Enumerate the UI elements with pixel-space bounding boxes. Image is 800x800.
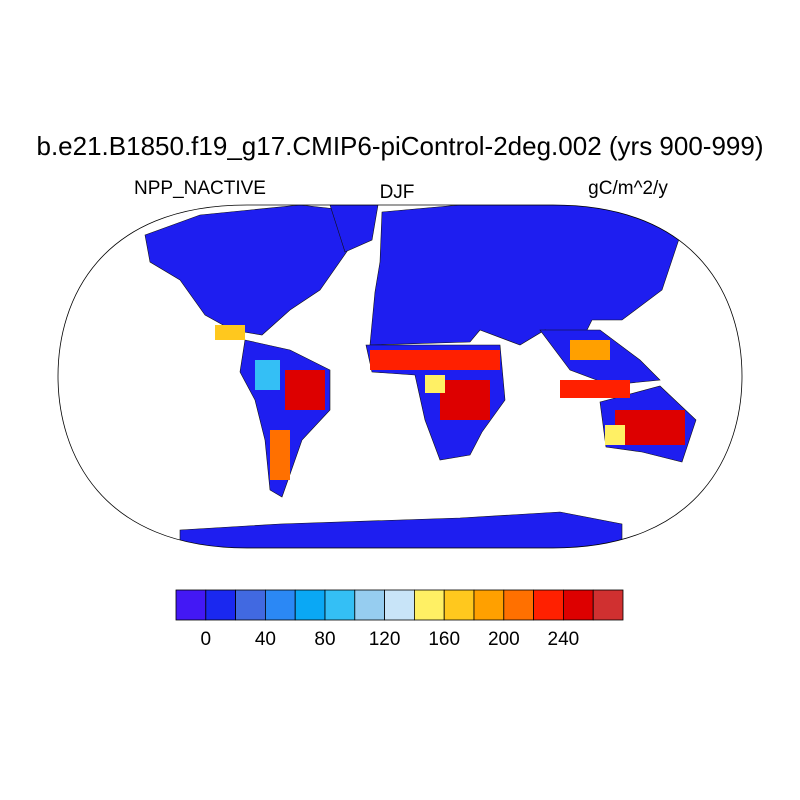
center-label: DJF [380,182,415,203]
title: b.e21.B1850.f19_g17.CMIP6-piControl-2deg… [36,131,763,161]
left-label: NPP_NACTIVE [134,178,266,199]
colorbar: 0 40 80 120 160 200 240 [175,589,624,650]
colorbar-tick-label: 40 [255,629,276,650]
colorbar-tick-label: 240 [548,629,580,650]
colorbar-box [205,589,237,621]
eurasia [369,205,683,346]
map-outline [57,204,743,549]
colorbar-box [473,589,505,621]
colorbar-box [175,589,207,621]
colorbar-tick-label: 80 [314,629,335,650]
greenland [329,205,379,253]
map [144,205,697,548]
right-label: gC/m^2/y [588,178,668,199]
colorbar-box [443,589,475,621]
colorbar-box [533,589,564,621]
colorbar-box [294,589,326,621]
colorbar-box [235,589,266,621]
colorbar-box [592,589,624,621]
colorbar-box [324,589,356,621]
north-america [144,205,356,336]
africa [365,344,506,461]
colorbar-tick-label: 200 [488,629,520,650]
colorbar-box [264,589,296,621]
colorbar-tick-label: 120 [369,629,401,650]
antarctica [179,511,623,548]
colorbar-tick-label: 160 [428,629,460,650]
colorbar-box [563,589,594,621]
colorbar-box [503,589,534,621]
productive-regions [215,325,685,480]
colorbar-box [384,589,415,621]
colorbar-tick-label: 0 [201,629,212,650]
colorbar-box [354,589,385,621]
colorbar-box [413,589,445,621]
